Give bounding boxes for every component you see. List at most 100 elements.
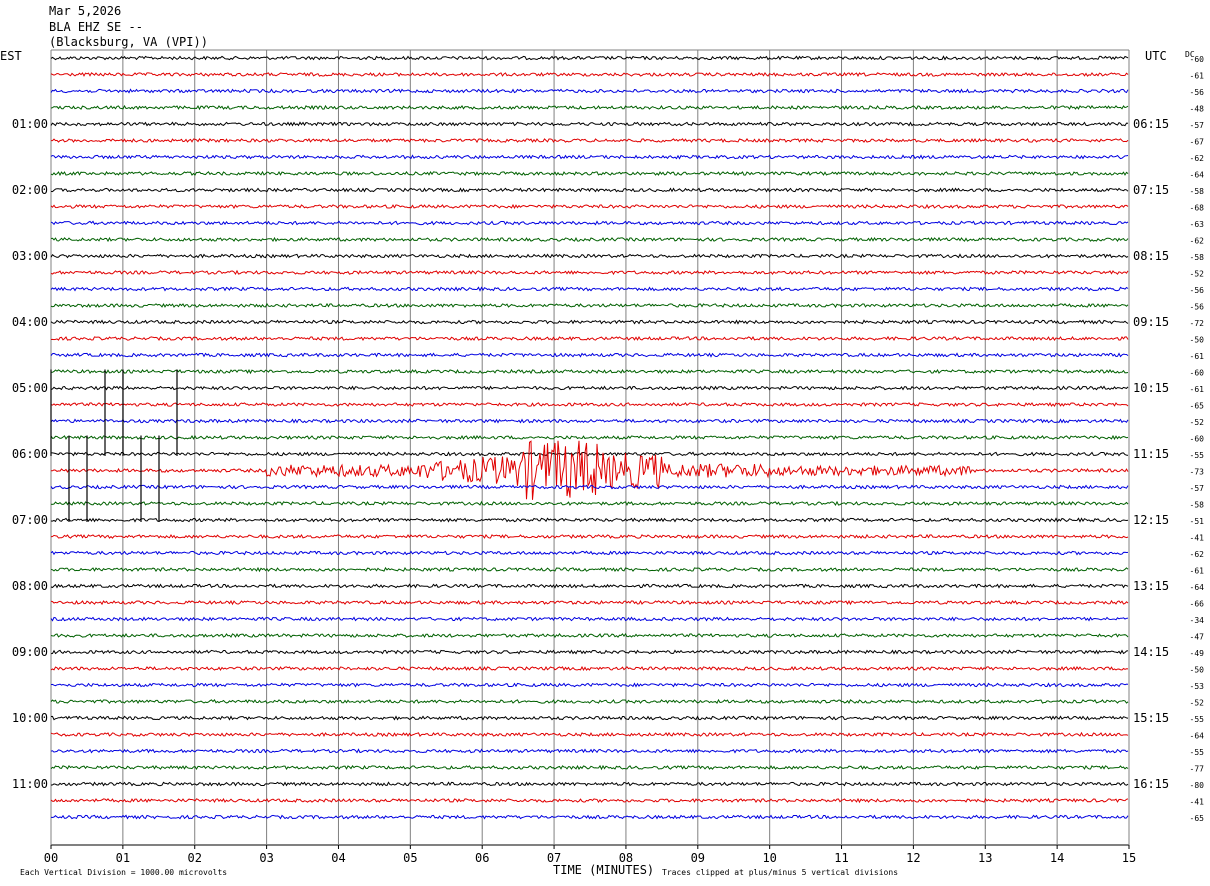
- trace-row: [50, 88, 1129, 94]
- dc-offset-label: -34: [1190, 616, 1205, 625]
- right-hour-label: 12:15: [1133, 513, 1169, 527]
- left-hour-label: 11:00: [12, 777, 48, 791]
- trace-row: [50, 253, 1129, 259]
- x-tick-label: 05: [403, 851, 417, 865]
- left-hour-label: 02:00: [12, 183, 48, 197]
- trace-row: [50, 517, 1129, 523]
- dc-offset-label: -55: [1190, 451, 1205, 460]
- x-tick-label: 04: [331, 851, 345, 865]
- trace-row: [50, 71, 1129, 78]
- left-hour-label: 07:00: [12, 513, 48, 527]
- trace-row: [50, 632, 1129, 638]
- dc-offset-label: -61: [1190, 567, 1205, 576]
- trace-row: [50, 220, 1129, 226]
- x-tick-label: 07: [547, 851, 561, 865]
- trace-row: [50, 781, 1129, 787]
- trace-row: [50, 665, 1129, 672]
- left-hour-label: 08:00: [12, 579, 48, 593]
- left-hour-label: 05:00: [12, 381, 48, 395]
- trace-row: [50, 731, 1129, 738]
- date-label: Mar 5,2026: [49, 4, 122, 18]
- right-hour-label: 08:15: [1133, 249, 1169, 263]
- dc-offset-label: -52: [1190, 699, 1205, 708]
- trace-row: [50, 550, 1129, 556]
- dc-offset-label: -77: [1190, 765, 1205, 774]
- dc-offset-label: -63: [1190, 220, 1205, 229]
- dc-offset-label: -53: [1190, 682, 1205, 691]
- trace-row: [50, 698, 1129, 704]
- dc-offset-label: -48: [1190, 105, 1205, 114]
- dc-offset-label: -61: [1190, 72, 1205, 81]
- dc-offset-label: -80: [1190, 781, 1205, 790]
- trace-row: [50, 55, 1129, 61]
- dc-offset-label: -58: [1190, 187, 1205, 196]
- dc-offset-label: -66: [1190, 600, 1205, 609]
- right-hour-label: 07:15: [1133, 183, 1169, 197]
- right-hour-label: 09:15: [1133, 315, 1169, 329]
- left-tz-label: EST: [0, 49, 22, 63]
- right-hour-label: 10:15: [1133, 381, 1169, 395]
- seismic-traces: [50, 55, 1129, 820]
- x-axis-title: TIME (MINUTES): [553, 863, 654, 877]
- x-tick-label: 11: [834, 851, 848, 865]
- dc-offset-label: -57: [1190, 121, 1205, 130]
- dc-offset-label: -49: [1190, 649, 1205, 658]
- footer-left: Each Vertical Division = 1000.00 microvo…: [20, 868, 227, 877]
- dc-offset-label: -65: [1190, 402, 1205, 411]
- x-tick-label: 12: [906, 851, 920, 865]
- left-hour-label: 06:00: [12, 447, 48, 461]
- x-tick-label: 14: [1050, 851, 1064, 865]
- right-hour-label: 13:15: [1133, 579, 1169, 593]
- dc-offset-label: -50: [1190, 666, 1205, 675]
- dc-offset-label: -67: [1190, 138, 1205, 147]
- x-tick-label: 13: [978, 851, 992, 865]
- trace-row: [50, 533, 1129, 539]
- trace-row: [50, 203, 1129, 210]
- dc-offset-label: -60: [1190, 435, 1205, 444]
- x-tick-label: 00: [44, 851, 58, 865]
- trace-row: [50, 335, 1129, 342]
- dc-offset-label: -41: [1190, 798, 1205, 807]
- trace-row: [50, 121, 1129, 127]
- trace-row: [50, 302, 1129, 309]
- trace-row: [50, 715, 1129, 721]
- left-hour-label: 01:00: [12, 117, 48, 131]
- location-label: (Blacksburg, VA (VPI)): [49, 35, 208, 49]
- dc-offset-label: -51: [1190, 517, 1205, 526]
- dc-offset-label: -65: [1190, 814, 1205, 823]
- x-tick-label: 10: [762, 851, 776, 865]
- trace-row: [50, 286, 1129, 292]
- trace-row: [50, 599, 1129, 606]
- trace-row: [51, 451, 1129, 457]
- trace-row: [50, 401, 1129, 408]
- trace-row: [50, 764, 1129, 771]
- dc-offset-label: -60: [1190, 369, 1205, 378]
- trace-row: [51, 137, 1129, 144]
- dc-offset-label: -55: [1190, 715, 1205, 724]
- dc-offset-label: -68: [1190, 204, 1205, 213]
- x-tick-label: 06: [475, 851, 489, 865]
- right-hour-label: 14:15: [1133, 645, 1169, 659]
- trace-row: [50, 104, 1129, 111]
- trace-row: [50, 269, 1129, 276]
- dc-offset-label: -61: [1190, 385, 1205, 394]
- trace-row: [50, 352, 1129, 358]
- trace-row: [50, 583, 1129, 589]
- dc-offset-label: -73: [1190, 468, 1205, 477]
- trace-row: [50, 748, 1129, 754]
- trace-row: [50, 319, 1129, 325]
- trace-row: [50, 566, 1129, 573]
- right-hour-label: 11:15: [1133, 447, 1169, 461]
- left-hour-label: 10:00: [12, 711, 48, 725]
- x-tick-label: 02: [188, 851, 202, 865]
- x-tick-label: 15: [1122, 851, 1136, 865]
- dc-offset-label: -64: [1190, 732, 1205, 741]
- trace-row: [50, 440, 1129, 500]
- dc-offset-label: -57: [1190, 484, 1205, 493]
- station-label: BLA EHZ SE --: [49, 20, 143, 34]
- right-hour-label: 06:15: [1133, 117, 1169, 131]
- dc-offset-label: -50: [1190, 336, 1205, 345]
- x-tick-label: 08: [619, 851, 633, 865]
- dc-offset-label: -56: [1190, 88, 1205, 97]
- trace-row: [50, 484, 1129, 490]
